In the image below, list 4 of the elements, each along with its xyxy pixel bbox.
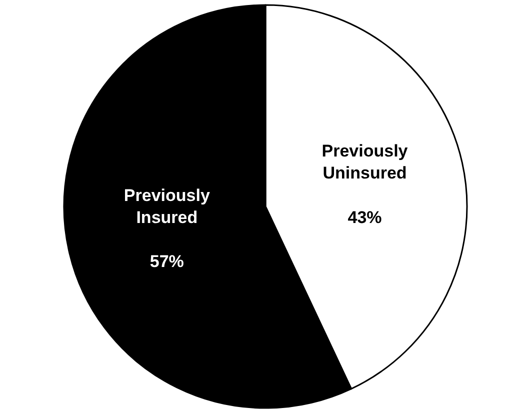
data-label: 43% bbox=[348, 208, 382, 227]
slice-label: Previously Uninsured bbox=[322, 142, 408, 183]
slice-label: Previously Insured bbox=[124, 186, 210, 227]
data-label: 57% bbox=[150, 252, 184, 272]
